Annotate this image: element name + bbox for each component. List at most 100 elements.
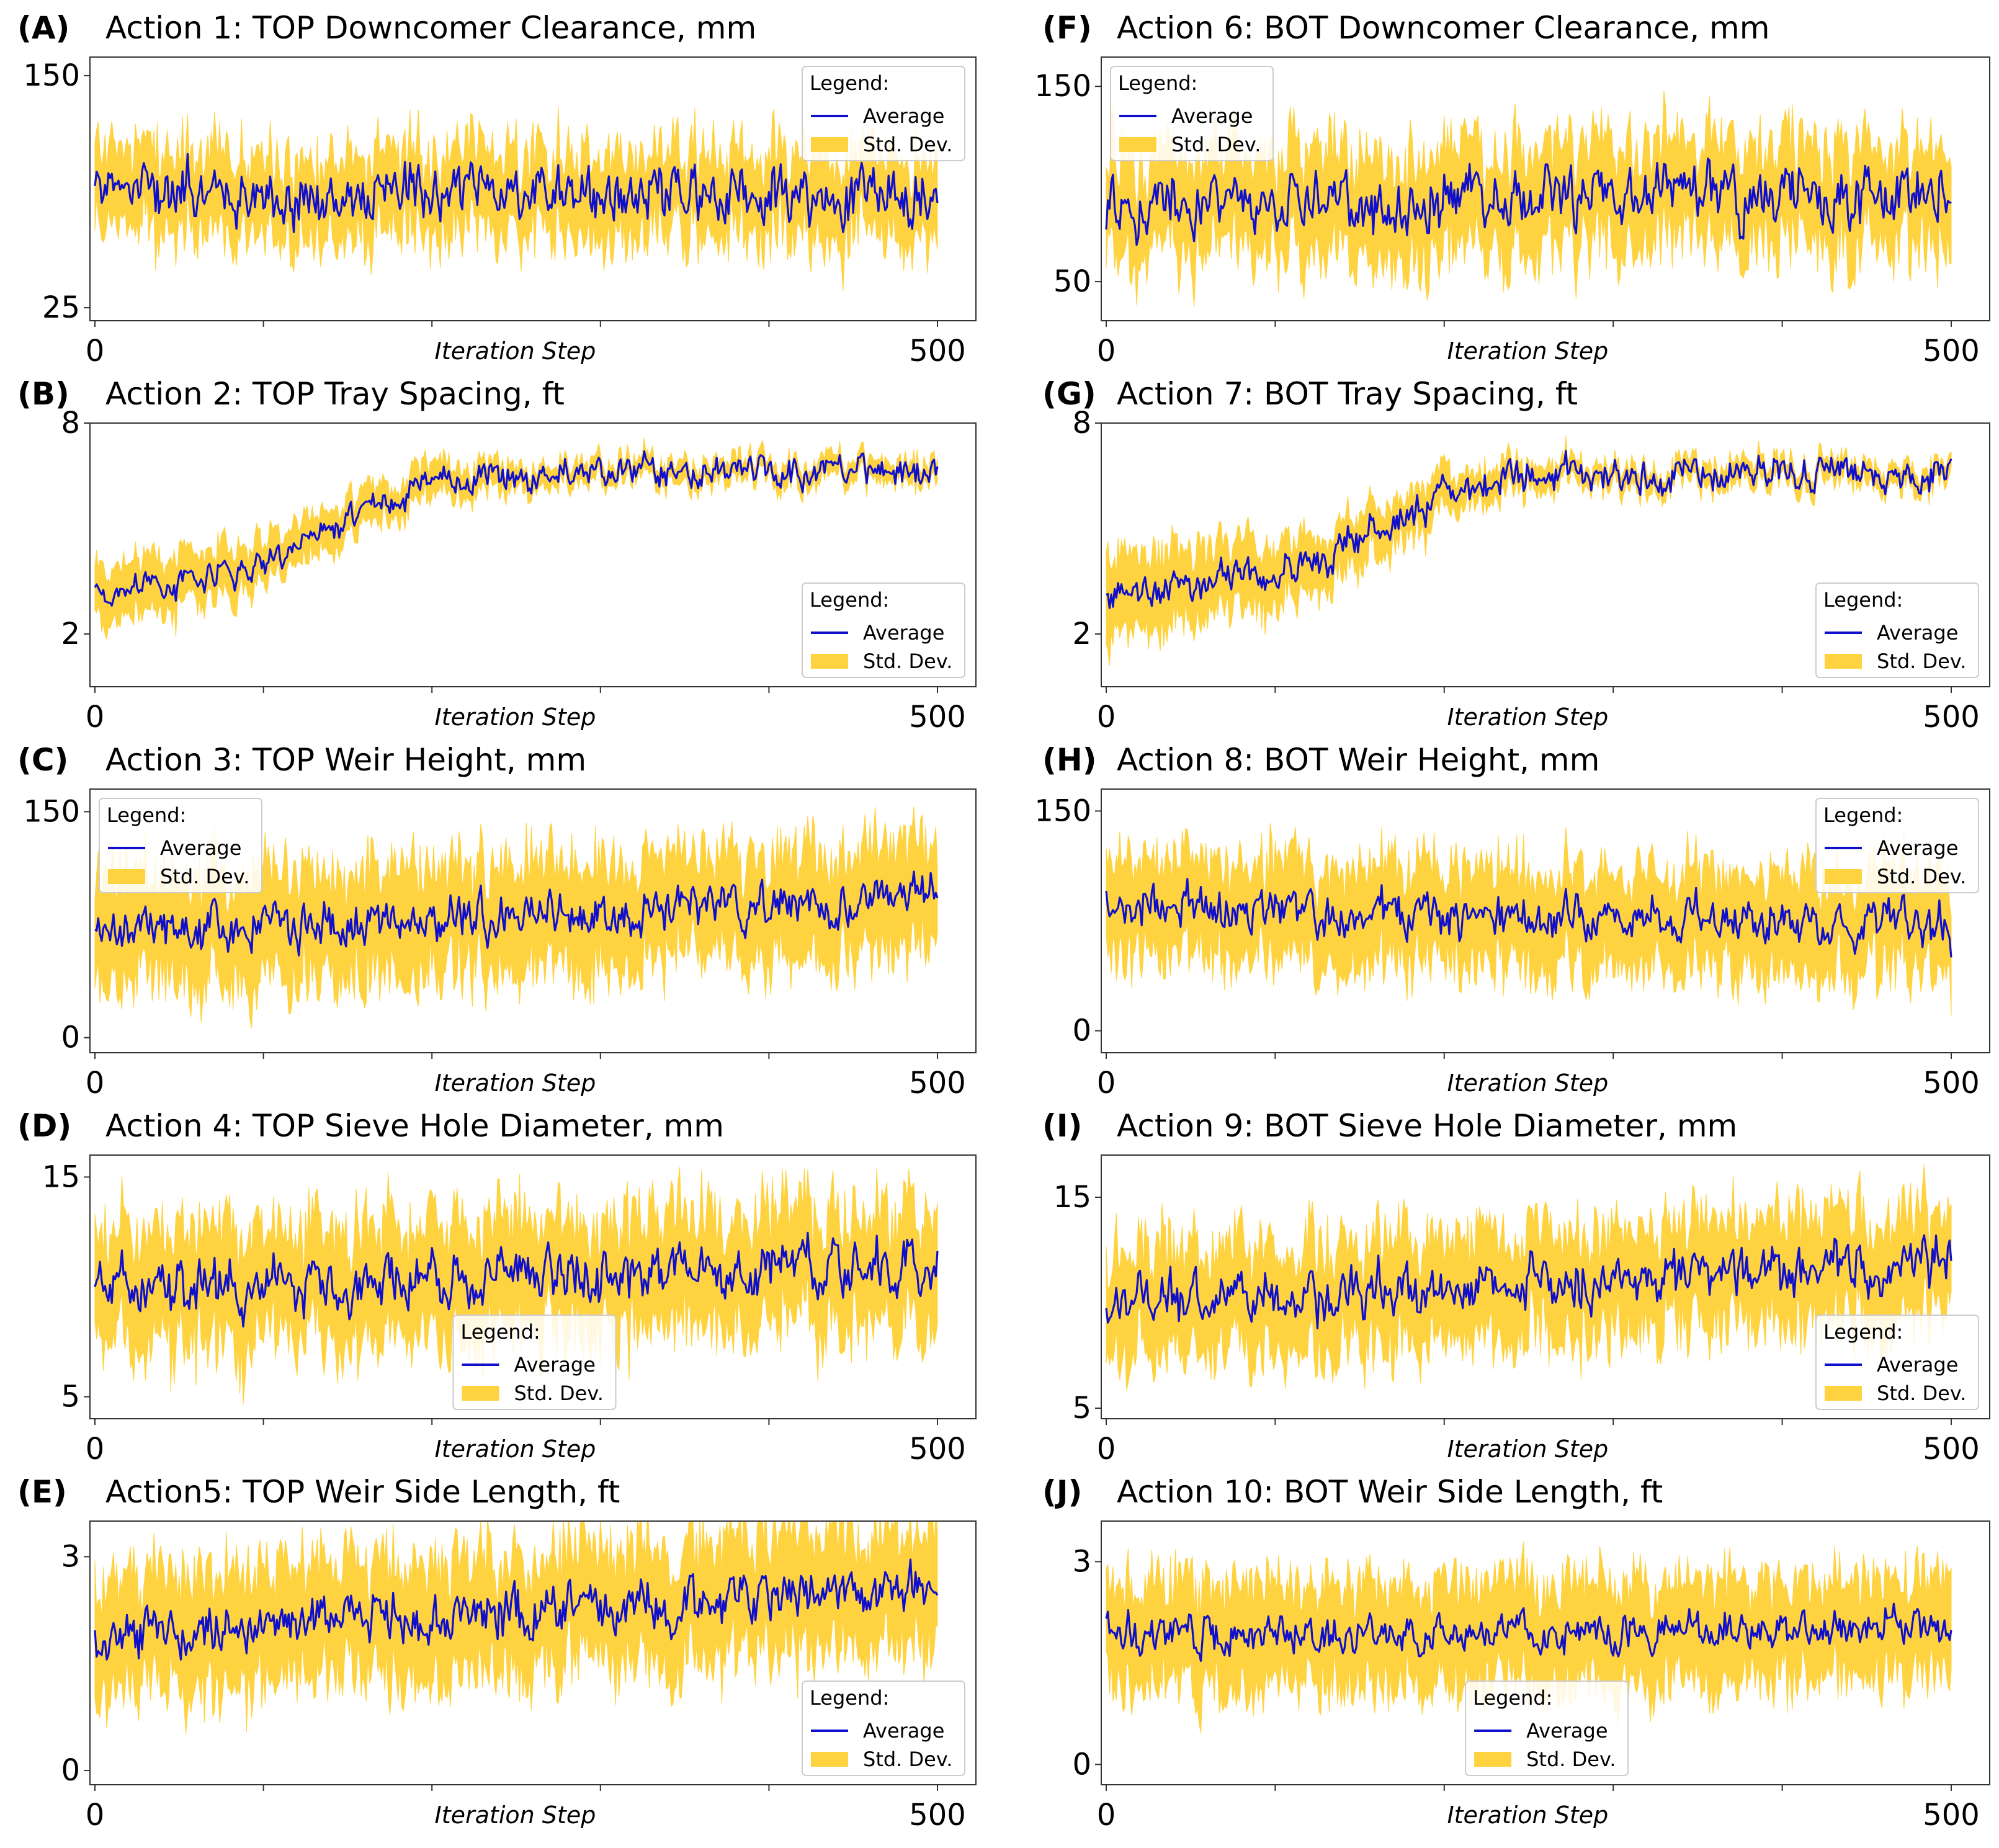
legend: Legend: Average Std. Dev. bbox=[1815, 583, 1979, 678]
panel-letter: (H) bbox=[1042, 742, 1097, 778]
x-tick-label: 500 bbox=[909, 334, 966, 368]
y-tick-label: 150 bbox=[23, 794, 80, 829]
y-tick-label: 3 bbox=[61, 1539, 80, 1574]
y-tick-label: 5 bbox=[61, 1380, 80, 1414]
y-tick-label: 2 bbox=[61, 617, 80, 651]
x-tick-label: 500 bbox=[909, 1798, 966, 1832]
panel-letter: (I) bbox=[1042, 1108, 1082, 1144]
y-tick-label: 150 bbox=[1034, 793, 1091, 828]
legend-title: Legend: bbox=[460, 1320, 540, 1344]
legend-average-label: Average bbox=[1877, 621, 1958, 645]
panel-letter: (J) bbox=[1042, 1474, 1082, 1510]
y-tick-label: 8 bbox=[61, 406, 80, 440]
x-tick-label: 500 bbox=[1923, 1066, 1980, 1100]
legend: Legend: Average Std. Dev. bbox=[452, 1315, 617, 1410]
x-tick-label: 0 bbox=[1097, 1432, 1116, 1466]
legend-std-dev-label: Std. Dev. bbox=[863, 649, 952, 673]
legend-average-label: Average bbox=[863, 621, 944, 645]
legend-title: Legend: bbox=[1823, 803, 1903, 827]
legend-title: Legend: bbox=[1118, 71, 1197, 95]
x-axis-label: Iteration Step bbox=[1447, 703, 1608, 731]
legend-std-dev-swatch bbox=[462, 1386, 499, 1401]
plot-frame bbox=[1101, 788, 1990, 1053]
panel-letter: (A) bbox=[17, 10, 69, 46]
y-tick-label: 0 bbox=[61, 1020, 80, 1055]
y-tick-label: 5 bbox=[1072, 1391, 1091, 1426]
plot-frame bbox=[1101, 56, 1990, 321]
average-line bbox=[1105, 1602, 1952, 1662]
y-tick-label: 25 bbox=[42, 290, 80, 325]
legend: Legend: Average Std. Dev. bbox=[802, 583, 965, 678]
y-tick-label: 50 bbox=[1053, 264, 1091, 299]
legend-std-dev-label: Std. Dev. bbox=[1526, 1748, 1616, 1771]
plot-area bbox=[94, 1521, 939, 1734]
legend-std-dev-swatch bbox=[1474, 1752, 1512, 1767]
y-tick-label: 15 bbox=[1053, 1180, 1091, 1215]
plot-area bbox=[94, 1167, 939, 1404]
plot-frame bbox=[1101, 1154, 1990, 1419]
y-tick-label: 0 bbox=[1072, 1747, 1091, 1782]
chart-title: Action 6: BOT Downcomer Clearance, mm bbox=[1117, 10, 1769, 46]
chart-title: Action 9: BOT Sieve Hole Diameter, mm bbox=[1117, 1108, 1737, 1144]
plot-area bbox=[1105, 1164, 1952, 1391]
std-dev-band bbox=[94, 1521, 938, 1734]
panel-e: (E) Action5: TOP Weir Side Length, ft 3 00 5… bbox=[17, 1474, 977, 1832]
legend-std-dev-swatch bbox=[1825, 869, 1862, 884]
legend-title: Legend: bbox=[810, 588, 889, 612]
x-tick-label: 500 bbox=[909, 1066, 966, 1100]
panel-c: (C) Action 3: TOP Weir Height, mm 150 00 500… bbox=[17, 742, 977, 1100]
legend-title: Legend: bbox=[107, 803, 186, 827]
legend-std-dev-swatch bbox=[1825, 1386, 1862, 1401]
x-tick-label: 0 bbox=[86, 1066, 105, 1100]
x-tick-label: 500 bbox=[1923, 1432, 1980, 1466]
x-axis-label: Iteration Step bbox=[435, 1801, 596, 1829]
y-tick-label: 2 bbox=[1072, 617, 1091, 651]
panel-f: (F) Action 6: BOT Downcomer Clearance, mm… bbox=[1034, 10, 1990, 368]
chart-title: Action 3: TOP Weir Height, mm bbox=[105, 742, 586, 778]
legend-average-label: Average bbox=[1526, 1719, 1608, 1743]
std-dev-band bbox=[1106, 435, 1952, 666]
panel-letter: (E) bbox=[17, 1474, 67, 1510]
std-dev-band bbox=[94, 1167, 938, 1404]
x-axis-label: Iteration Step bbox=[435, 703, 596, 731]
x-tick-label: 0 bbox=[1097, 334, 1116, 368]
panel-letter: (G) bbox=[1042, 376, 1096, 412]
chart-title: Action 7: BOT Tray Spacing, ft bbox=[1117, 376, 1578, 412]
x-tick-label: 0 bbox=[86, 700, 105, 734]
x-tick-label: 500 bbox=[1923, 1798, 1980, 1832]
legend-std-dev-label: Std. Dev. bbox=[160, 865, 249, 888]
legend-std-dev-swatch bbox=[1825, 654, 1862, 669]
std-dev-band bbox=[1106, 1164, 1952, 1391]
legend-average-label: Average bbox=[1877, 1353, 1958, 1377]
chart-title: Action 2: TOP Tray Spacing, ft bbox=[105, 376, 565, 412]
legend: Legend: Average Std. Dev. bbox=[99, 798, 262, 893]
x-tick-label: 0 bbox=[86, 1798, 105, 1832]
legend: Legend: Average Std. Dev. bbox=[1815, 798, 1979, 893]
x-tick-label: 0 bbox=[86, 1432, 105, 1466]
average-line bbox=[94, 870, 939, 957]
x-axis-label: Iteration Step bbox=[1447, 1801, 1608, 1829]
panel-g: (G) Action 7: BOT Tray Spacing, ft 8 2 0 500 I… bbox=[1042, 376, 1990, 734]
x-tick-label: 0 bbox=[86, 334, 105, 368]
legend: Legend: Average Std. Dev. bbox=[1110, 66, 1274, 161]
legend-std-dev-label: Std. Dev. bbox=[1877, 865, 1966, 888]
average-line bbox=[94, 1558, 939, 1661]
legend-std-dev-label: Std. Dev. bbox=[1877, 1382, 1966, 1405]
x-axis-label: Iteration Step bbox=[1447, 337, 1608, 365]
legend-std-dev-swatch bbox=[811, 654, 848, 669]
plot-area bbox=[1105, 1541, 1952, 1734]
legend-title: Legend: bbox=[1823, 588, 1903, 612]
x-tick-label: 500 bbox=[909, 1432, 966, 1466]
average-line bbox=[1105, 157, 1952, 246]
plot-frame bbox=[1101, 422, 1990, 687]
plot-area bbox=[94, 106, 939, 292]
y-tick-label: 150 bbox=[1034, 69, 1091, 104]
legend: Legend: Average Std. Dev. bbox=[802, 1681, 965, 1776]
legend-std-dev-label: Std. Dev. bbox=[1877, 649, 1966, 673]
x-tick-label: 0 bbox=[1097, 1798, 1116, 1832]
x-axis-label: Iteration Step bbox=[435, 1069, 596, 1097]
legend-average-label: Average bbox=[1877, 836, 1958, 860]
panel-h: (H) Action 8: BOT Weir Height, mm 150 00 500… bbox=[1034, 742, 1990, 1100]
legend-average-label: Average bbox=[1171, 104, 1253, 128]
